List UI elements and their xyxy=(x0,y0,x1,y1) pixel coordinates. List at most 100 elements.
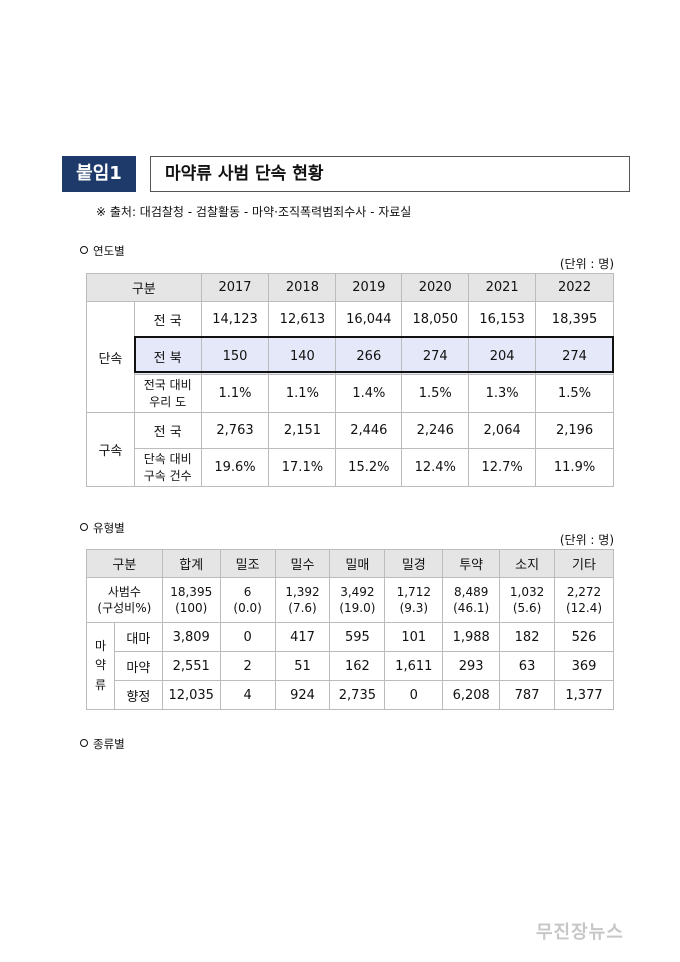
cell: 2,735 xyxy=(329,680,386,710)
header-cell: 2019 xyxy=(335,273,403,302)
header-cell: 밀수 xyxy=(274,549,331,578)
cell: 12.7% xyxy=(468,448,537,487)
section-by-year: 연도별 xyxy=(80,243,125,259)
cell: 595 xyxy=(329,622,386,652)
cell: 14,123 xyxy=(200,301,270,338)
cell: 2 xyxy=(219,651,276,681)
header-cell: 구분 xyxy=(86,549,163,578)
header-cell: 2021 xyxy=(468,273,537,302)
cell: 1,032 (5.6) xyxy=(499,577,556,623)
cell: 1.1% xyxy=(200,374,270,413)
cell: 2,446 xyxy=(335,412,403,449)
cell: 19.6% xyxy=(200,448,270,487)
cell: 924 xyxy=(274,680,331,710)
table-header-row: 구분 합계 밀조 밀수 밀매 밀경 투약 소지 기타 xyxy=(86,549,614,578)
table-row: 구속 전 국 2,763 2,151 2,446 2,246 2,064 2,1… xyxy=(86,412,614,487)
header-cell: 기타 xyxy=(554,549,614,578)
cell-line: (100) xyxy=(175,601,208,615)
source-note: ※ 출처: 대검찰청 - 검찰활동 - 마약·조직폭력범죄수사 - 자료실 xyxy=(96,205,412,219)
cell: 417 xyxy=(274,622,331,652)
group-label-char: 마 xyxy=(94,639,106,654)
row-label: 전 북 xyxy=(133,337,202,375)
cell: 526 xyxy=(554,622,614,652)
cell-line: 6 xyxy=(243,584,252,599)
header-cell: 2017 xyxy=(200,273,270,302)
cell: 101 xyxy=(384,622,444,652)
cell: 12,035 xyxy=(161,680,221,710)
cell: 1,988 xyxy=(442,622,501,652)
table-header-row: 구분 2017 2018 2019 2020 2021 2022 xyxy=(86,273,614,302)
section-label: 종류별 xyxy=(93,737,125,751)
row-label: 전 국 xyxy=(133,301,202,338)
cell-line: (7.6) xyxy=(288,601,317,615)
group-label: 단속 xyxy=(86,301,135,413)
cell: 3,492 (19.0) xyxy=(329,577,386,623)
cell: 787 xyxy=(499,680,556,710)
cell-line: 1,392 xyxy=(285,584,320,599)
row-label: 사범수 (구성비%) xyxy=(86,577,163,623)
row-label: 대마 xyxy=(113,622,163,652)
circle-bullet-icon xyxy=(80,739,88,747)
cell-line: 18,395 xyxy=(170,584,213,599)
title-row: 붙임1 마약류 사범 단속 현황 xyxy=(62,156,630,192)
header-cell: 합계 xyxy=(161,549,221,578)
page-title: 마약류 사범 단속 현황 xyxy=(150,156,630,192)
cell: 6,208 xyxy=(442,680,501,710)
cell: 2,151 xyxy=(268,412,337,449)
table-row: 단속 대비 구속 건수 19.6% 17.1% 15.2% 12.4% 12.7… xyxy=(87,448,614,487)
section-label: 연도별 xyxy=(93,244,125,258)
cell: 12.4% xyxy=(401,448,470,487)
cell: 1.3% xyxy=(468,374,537,413)
group-label: 마 약 류 xyxy=(86,622,115,710)
row-label-line: 구속 건수 xyxy=(143,468,192,483)
row-label-line: 사범수 xyxy=(107,584,141,599)
cell-line: (5.6) xyxy=(512,601,542,615)
cell: 51 xyxy=(274,651,331,681)
cell: 1.1% xyxy=(268,374,337,413)
table-row-total: 사범수 (구성비%) 18,395 (100) 6 (0.0) 1,392 (7.6)… xyxy=(86,577,614,623)
cell: 2,763 xyxy=(200,412,270,449)
header-cell: 밀경 xyxy=(384,549,444,578)
circle-bullet-icon xyxy=(80,246,88,254)
watermark-logo: 무진장뉴스 xyxy=(536,922,624,943)
cell: 293 xyxy=(442,651,501,681)
cell-line: 2,272 xyxy=(566,584,602,599)
row-label-line: (구성비%) xyxy=(97,601,152,615)
group-label-char: 약 xyxy=(94,658,106,673)
header-cell: 구분 xyxy=(86,273,202,302)
row-label-line: 우리 도 xyxy=(149,394,187,409)
group-label-char: 류 xyxy=(94,677,106,692)
header-cell: 밀조 xyxy=(219,549,276,578)
cell-line: (46.1) xyxy=(453,601,490,615)
table-row: 전국 대비 우리 도 1.1% 1.1% 1.4% 1.5% 1.3% 1.5% xyxy=(87,374,614,413)
row-label: 전국 대비 우리 도 xyxy=(133,374,202,413)
cell: 3,809 xyxy=(161,622,221,652)
cell: 0 xyxy=(384,680,444,710)
cell: 2,196 xyxy=(535,412,614,449)
cell: 4 xyxy=(219,680,276,710)
cell: 8,489 (46.1) xyxy=(442,577,501,623)
header-cell: 밀매 xyxy=(329,549,386,578)
table-row: 단속 전 국 14,123 12,613 16,044 18,050 16,15… xyxy=(86,301,614,413)
cell: 18,050 xyxy=(401,301,470,338)
attachment-badge: 붙임1 xyxy=(62,156,136,192)
row-label-line: 전국 대비 xyxy=(143,378,192,393)
row-label-line: 단속 대비 xyxy=(143,452,192,467)
cell-line: 8,489 xyxy=(454,584,489,599)
cell: 1.4% xyxy=(335,374,403,413)
cell: 6 (0.0) xyxy=(219,577,276,623)
cell: 274 xyxy=(401,337,470,375)
table-row-highlighted: 전 북 150 140 266 274 204 274 xyxy=(87,337,614,375)
section-by-kind: 종류별 xyxy=(80,736,125,752)
cell: 17.1% xyxy=(268,448,337,487)
cell: 162 xyxy=(329,651,386,681)
table-by-year: 구분 2017 2018 2019 2020 2021 2022 단속 전 국 … xyxy=(86,273,614,487)
cell: 16,044 xyxy=(335,301,403,338)
cell: 1,712 (9.3) xyxy=(384,577,444,623)
cell: 1.5% xyxy=(535,374,614,413)
cell: 2,064 xyxy=(468,412,537,449)
table-row: 향정 12,035 4 924 2,735 0 6,208 787 1,377 xyxy=(87,680,614,710)
cell-line: (12.4) xyxy=(565,601,603,615)
header-cell: 2020 xyxy=(401,273,470,302)
cell: 63 xyxy=(499,651,556,681)
